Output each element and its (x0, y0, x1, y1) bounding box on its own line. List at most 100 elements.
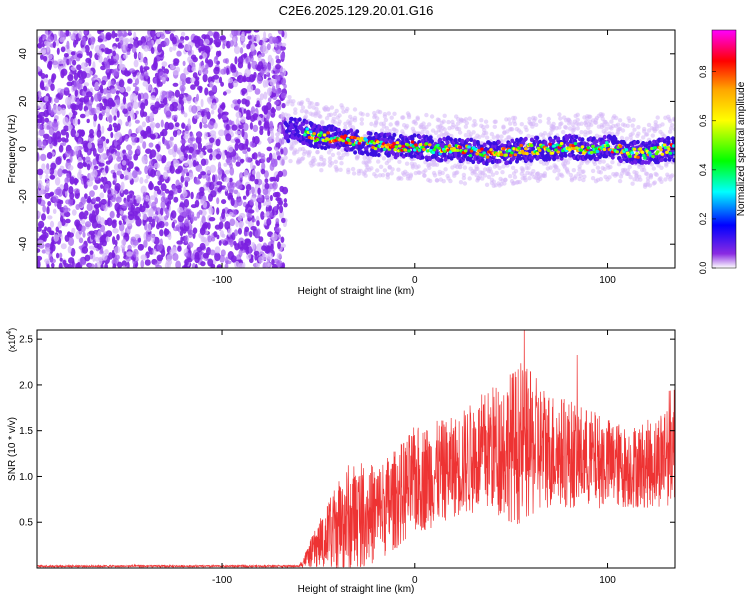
spectrogram-halo-cell (399, 176, 404, 181)
spectrogram-noise-cell (179, 73, 187, 82)
spectrogram-noise-cell (113, 68, 120, 77)
spectrogram-noise-cell (170, 210, 177, 219)
spectrogram-noise-cell (97, 243, 102, 250)
spectrogram-halo-cell (645, 179, 651, 184)
spectrogram-noise-cell (245, 189, 250, 197)
spectrogram-noise-cell (195, 135, 202, 144)
spectrogram-noise-cell (89, 36, 96, 45)
spectrogram-noise-cell (219, 254, 226, 263)
spectrogram-noise-cell (98, 154, 105, 163)
spectrogram-noise-cell (142, 212, 148, 221)
spectrogram-noise-cell (223, 162, 228, 167)
spectrogram-signal-cell (297, 117, 302, 122)
spectrogram-noise-cell (257, 187, 261, 195)
spectrogram-noise-cell (232, 156, 237, 163)
spectrogram-noise-cell (117, 261, 123, 268)
spectrogram-noise-cell (145, 72, 149, 80)
spectrogram-noise-cell (77, 162, 84, 169)
spectrogram-noise-cell (260, 155, 266, 164)
spectrogram-halo-cell (501, 124, 506, 129)
spectrogram-halo-cell (617, 178, 623, 184)
spectrogram-noise-cell (60, 243, 67, 250)
spectrogram-noise-cell (163, 227, 168, 237)
spectrogram-noise-cell (232, 99, 239, 104)
spectrogram-noise-cell (99, 235, 106, 242)
spectrogram-halo-cell (669, 122, 675, 128)
spectrogram-signal-cell (570, 149, 575, 155)
spectrogram-noise-cell (129, 193, 133, 199)
spectrogram-noise-cell (84, 44, 90, 54)
spectrogram-signal-cell (420, 155, 425, 160)
spectrogram-noise-cell (80, 62, 87, 70)
spectrogram-halo-cell (655, 115, 660, 120)
spectrogram-noise-cell (114, 33, 118, 38)
spectrogram-noise-cell (100, 198, 107, 205)
spectrogram-noise-cell (241, 143, 248, 150)
spectrogram-halo-cell (616, 162, 622, 167)
spectrogram-halo-cell (428, 178, 433, 184)
spectrogram-noise-cell (86, 51, 91, 56)
spectrogram-noise-cell (95, 215, 102, 222)
spectrogram-noise-cell (213, 31, 220, 40)
spectrogram-halo-cell (395, 120, 400, 126)
spectrogram-halo-cell (404, 161, 410, 166)
spectrogram-noise-cell (231, 124, 238, 131)
spectrogram-noise-cell (74, 145, 80, 151)
spectrogram-noise-cell (246, 30, 252, 34)
spectrogram-noise-cell (134, 234, 141, 239)
spectrogram-noise-cell (234, 56, 238, 65)
spectrogram-noise-cell (116, 110, 120, 118)
spectrogram-noise-cell (216, 197, 220, 205)
spectrogram-noise-cell (150, 47, 155, 54)
spectrogram-noise-cell (244, 238, 251, 243)
spectrogram-noise-cell (151, 218, 156, 228)
spectrogram-noise-cell (168, 90, 173, 96)
spectrogram-halo-cell (394, 128, 399, 134)
spectrogram-noise-cell (172, 69, 179, 76)
spectrogram-noise-cell (73, 72, 79, 81)
spectrogram-signal-cell (309, 143, 314, 148)
spectrogram-noise-cell (38, 90, 42, 98)
spectrogram-halo-cell (650, 133, 655, 138)
spectrogram-noise-cell (279, 157, 286, 166)
spectrogram-halo-cell (442, 127, 447, 132)
spectrogram-halo-cell (384, 126, 389, 131)
spectrogram-noise-cell (176, 50, 182, 57)
spectrogram-noise-cell (37, 248, 41, 253)
spectrogram-noise-cell (126, 144, 133, 151)
spectrogram-noise-cell (238, 124, 244, 130)
spectrogram-halo-cell (604, 126, 609, 131)
spectrogram-noise-cell (169, 30, 176, 33)
spectrogram-noise-cell (70, 33, 75, 40)
spectrogram-halo-cell (404, 123, 410, 129)
spectrogram-noise-cell (281, 137, 285, 145)
spectrogram-halo-cell (449, 133, 454, 139)
spectrogram-halo-cell (581, 169, 586, 174)
spectrogram-signal-cell (291, 129, 296, 135)
spectrogram-noise-cell (224, 263, 229, 268)
spectrogram-halo-cell (603, 130, 608, 136)
spectrogram-noise-cell (95, 153, 100, 162)
spectrogram-noise-cell (57, 168, 63, 178)
spectrogram-noise-cell (242, 149, 248, 154)
spectrogram-noise-cell (108, 114, 113, 124)
spectrogram-noise-cell (225, 133, 232, 142)
spectrogram-noise-cell (126, 86, 131, 92)
spectrogram-noise-cell (45, 173, 49, 181)
spectrogram-noise-cell (215, 138, 221, 147)
spectrogram-noise-cell (184, 252, 191, 258)
spectrogram-noise-cell (194, 263, 198, 268)
spectrogram-noise-cell (40, 73, 46, 79)
spectrogram-noise-cell (46, 41, 52, 46)
spectrogram-noise-cell (87, 142, 92, 149)
spectrogram-noise-cell (84, 254, 91, 262)
spectrogram-halo-cell (386, 158, 391, 163)
spectrogram-halo-cell (338, 167, 343, 172)
spectrogram-noise-cell (78, 102, 83, 111)
spectrogram-halo-cell (527, 176, 532, 181)
spectrogram-halo-cell (461, 175, 467, 181)
spectrogram-noise-cell (181, 122, 186, 129)
spectrogram-noise-cell (163, 68, 170, 75)
spectrogram-noise-cell (210, 109, 215, 115)
